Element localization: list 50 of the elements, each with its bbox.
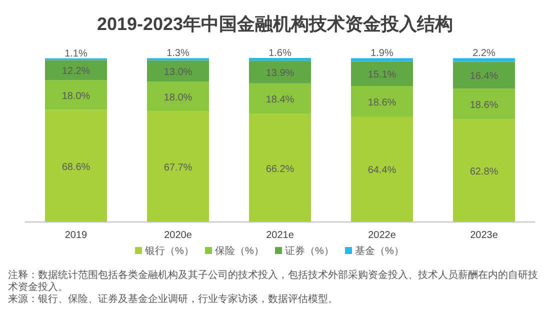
bar	[351, 61, 413, 86]
bar	[45, 80, 107, 110]
data-label: 18.0%	[164, 92, 192, 104]
x-tick-label: 2023e	[470, 230, 498, 241]
data-label: 62.8%	[470, 166, 498, 178]
data-label: 18.6%	[470, 100, 498, 111]
data-label: 13.0%	[164, 66, 192, 78]
bar	[351, 86, 413, 116]
legend-label: 保险（%）	[215, 245, 264, 257]
x-tick-label: 2020e	[164, 230, 192, 241]
data-label: 68.6%	[62, 162, 90, 173]
x-tick-label: 2019	[64, 230, 88, 241]
bar	[147, 111, 209, 222]
bar	[249, 83, 311, 114]
bar	[45, 60, 107, 80]
data-label: 1.6%	[268, 48, 292, 59]
x-tick-label: 2021e	[266, 230, 294, 241]
legend-label: 基金（%）	[355, 245, 404, 257]
legend-label: 证券（%）	[285, 245, 334, 257]
data-label: 18.6%	[368, 97, 396, 108]
bar	[351, 58, 413, 62]
data-label: 15.1%	[368, 70, 396, 81]
data-label: 18.0%	[62, 90, 90, 102]
legend-label: 银行（%）	[144, 246, 194, 257]
data-label: 67.7%	[164, 162, 192, 174]
bar	[249, 58, 311, 61]
chart-title: 2019-2023年中国金融机构技术资金投入结构	[96, 14, 454, 34]
data-label: 64.4%	[368, 165, 396, 176]
data-label: 16.4%	[470, 71, 498, 82]
data-label: 18.4%	[266, 94, 294, 106]
bar	[147, 82, 209, 112]
bar	[453, 88, 515, 120]
data-label: 1.9%	[370, 48, 394, 60]
bar	[147, 60, 209, 82]
bar	[249, 60, 311, 84]
data-label: 12.2%	[62, 66, 90, 78]
bar	[249, 114, 311, 222]
data-label: 13.9%	[266, 68, 294, 80]
x-tick-label: 2022e	[368, 230, 396, 241]
bar	[351, 116, 413, 222]
data-label: 1.3%	[166, 48, 190, 60]
bar	[453, 62, 515, 89]
bar	[453, 119, 515, 222]
bar	[45, 110, 107, 222]
bar	[453, 58, 515, 62]
text: 注释：数据统计范围包括各类金融机构及其子公司的技术投入，包括技术外部采购资金投入、技术人员薪酬在内的自研技术资金投入。	[8, 270, 538, 294]
data-label: 1.1%	[64, 48, 88, 60]
source-note: 来源：银行、保险、证券及基金企业调研，行业专家访谈，数据评估模型。	[8, 294, 339, 306]
data-label: 2.2%	[472, 48, 496, 60]
data-label: 66.2%	[266, 164, 294, 175]
